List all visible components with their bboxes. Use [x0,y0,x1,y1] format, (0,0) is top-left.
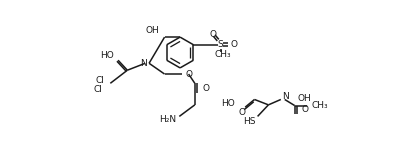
Text: Cl: Cl [95,76,104,85]
Text: HO: HO [221,99,235,108]
Text: HO: HO [101,51,114,60]
Text: HS: HS [243,117,255,126]
Text: CH₃: CH₃ [312,101,328,110]
Text: Cl: Cl [94,85,103,94]
Text: N: N [140,59,147,68]
Text: CH₃: CH₃ [214,50,231,59]
Text: O: O [186,70,192,79]
Text: O: O [209,30,216,39]
Text: H₂N: H₂N [159,115,176,124]
Text: OH: OH [145,26,159,35]
Text: O: O [302,105,309,114]
Text: S: S [217,40,223,49]
Text: O: O [239,108,245,117]
Text: OH: OH [298,94,312,103]
Text: O: O [203,84,209,93]
Text: O: O [231,40,237,49]
Text: N: N [282,92,289,101]
